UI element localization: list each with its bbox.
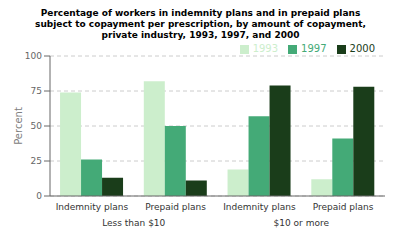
svg-text:25: 25 bbox=[31, 156, 42, 166]
svg-text:0: 0 bbox=[36, 191, 42, 201]
html-text:subject to copayment per presc: subject to copayment per prescription, b… bbox=[35, 19, 366, 29]
html-text:1997: 1997 bbox=[301, 43, 327, 54]
svg-text:$10 or more: $10 or more bbox=[274, 218, 330, 228]
html-text:Percentage of workers in indem: Percentage of workers in indemnity plans… bbox=[40, 8, 361, 18]
svg-text:75: 75 bbox=[31, 86, 42, 96]
html-text:private industry, 1993, 1997,: private industry, 1993, 1997, and 2000 bbox=[101, 30, 300, 40]
html-text:1993: 1993 bbox=[252, 43, 279, 54]
svg-text:Percent: Percent bbox=[13, 107, 24, 145]
svg-text:100: 100 bbox=[25, 51, 42, 61]
html-text:2000: 2000 bbox=[349, 43, 375, 54]
svg-text:Less than $10: Less than $10 bbox=[102, 218, 165, 228]
svg-text:Indemnity plans: Indemnity plans bbox=[56, 202, 129, 212]
svg-text:Prepaid plans: Prepaid plans bbox=[313, 202, 374, 212]
svg-text:Prepaid plans: Prepaid plans bbox=[145, 202, 206, 212]
svg-text:50: 50 bbox=[31, 121, 43, 131]
svg-text:Indemnity plans: Indemnity plans bbox=[223, 202, 296, 212]
